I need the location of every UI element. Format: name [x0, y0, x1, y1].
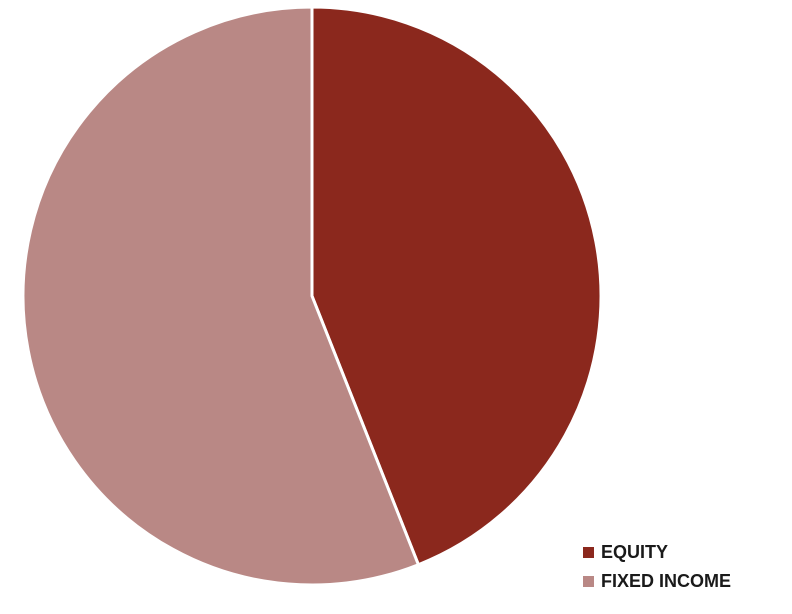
chart-legend: EQUITY FIXED INCOME — [583, 538, 731, 596]
legend-label-fixed-income: FIXED INCOME — [601, 571, 732, 591]
legend-item-equity: EQUITY — [583, 538, 731, 567]
pie-slice-fixed-income — [21, 5, 420, 587]
legend-swatch-equity — [583, 547, 594, 558]
legend-item-fixed-income: FIXED INCOME — [583, 567, 731, 596]
pie-slice-equity — [310, 5, 603, 567]
legend-label-equity: EQUITY — [601, 542, 669, 562]
legend-swatch-fixed-income — [583, 576, 594, 587]
